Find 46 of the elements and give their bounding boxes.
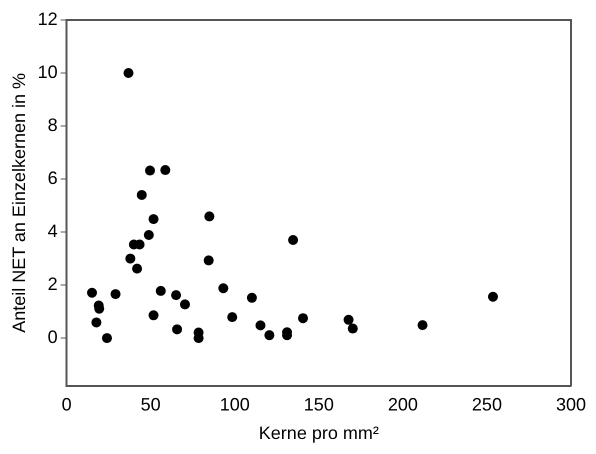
y-tick-label: 6 bbox=[48, 168, 58, 188]
point bbox=[136, 190, 147, 200]
x-tick-label: 100 bbox=[220, 394, 250, 415]
point bbox=[288, 235, 298, 246]
point bbox=[218, 283, 228, 294]
point bbox=[348, 324, 358, 334]
y-tick-label: 2 bbox=[48, 274, 58, 294]
point bbox=[172, 324, 182, 334]
x-axis-title: Kerne pro mm² bbox=[258, 423, 379, 444]
point bbox=[87, 288, 98, 298]
y-tick-label: 12 bbox=[38, 8, 58, 29]
point bbox=[110, 289, 121, 300]
point bbox=[488, 292, 498, 302]
y-tick-label: 0 bbox=[48, 327, 58, 348]
point bbox=[418, 320, 428, 330]
point bbox=[204, 211, 214, 222]
point bbox=[180, 299, 190, 310]
point bbox=[255, 320, 266, 330]
x-tick-label: 200 bbox=[388, 394, 418, 415]
point bbox=[132, 264, 142, 274]
point bbox=[102, 333, 112, 344]
point bbox=[125, 254, 136, 264]
point bbox=[144, 230, 154, 240]
point bbox=[123, 68, 134, 78]
y-tick-label: 10 bbox=[38, 62, 58, 82]
point bbox=[171, 290, 182, 300]
y-tick-label: 4 bbox=[48, 221, 58, 242]
point bbox=[204, 255, 214, 266]
x-tick-label: 150 bbox=[304, 394, 334, 415]
point bbox=[298, 313, 308, 324]
x-tick-label: 300 bbox=[556, 394, 586, 415]
point bbox=[160, 165, 170, 176]
y-axis-title: Anteil NET an Einzelkernen in % bbox=[8, 72, 29, 333]
point bbox=[264, 330, 274, 340]
point bbox=[227, 312, 238, 322]
point bbox=[145, 166, 156, 176]
point bbox=[91, 317, 102, 328]
point bbox=[148, 310, 159, 320]
y-tick-label: 8 bbox=[48, 115, 58, 135]
point bbox=[148, 214, 159, 224]
point bbox=[246, 292, 257, 303]
point bbox=[156, 286, 166, 296]
x-tick-label: 50 bbox=[140, 394, 161, 415]
x-tick-label: 250 bbox=[472, 394, 502, 415]
point bbox=[344, 314, 354, 325]
x-tick-label: 0 bbox=[62, 394, 72, 415]
